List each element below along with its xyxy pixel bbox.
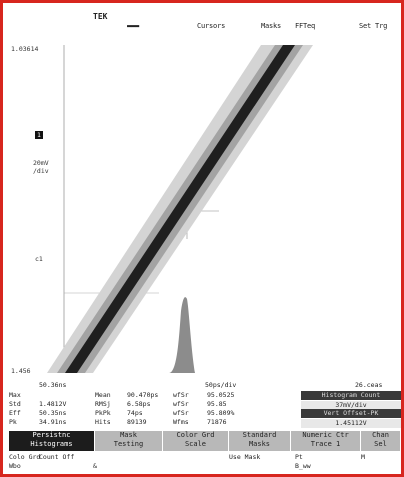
status-color-grade[interactable]: Colo Grd [9,453,41,461]
readout-cell: Std [9,400,21,408]
softkey-line2: Trace 1 [310,440,341,448]
status-use-mask[interactable]: Use Mask [229,453,261,461]
readout-cell: 50.35ns [39,409,67,417]
waveform-canvas [47,45,313,373]
status-bottom-right: B_ww [295,462,311,470]
softkey-line2: Scale [184,440,207,448]
readout-cell: Mean [95,391,111,399]
readout-cell: 89139 [127,418,147,426]
softkey-numeric-trace[interactable]: Numeric Ctr Trace 1 [291,431,361,451]
readout-cell: 95.809% [207,409,235,417]
volts-per-div-value[interactable]: 37mV/div [301,400,401,410]
reference-bottom-label: 1.456 [11,367,31,375]
trace-core [65,45,295,373]
waveform-display[interactable]: 1.03614 1 20mV /div c1 1.456 [9,39,401,377]
menu-item-set-trg[interactable]: Set Trg [359,22,388,30]
softkey-line2: Sel [374,440,387,448]
status-count-off[interactable]: Count Off [39,453,75,461]
brand-logo: TEK [93,12,108,21]
readout-cell: wfSr [173,391,189,399]
measurement-readout: 50.36ns 50ps/div 26.ceas Max Mean 90.470… [9,381,401,431]
vertical-offset-value[interactable]: 1.45112V [301,418,401,428]
readout-cell: 95.0525 [207,391,235,399]
channel-marker-2[interactable]: c1 [35,255,43,263]
softkey-line2: Masks [248,440,271,448]
readout-cell: 34.91ns [39,418,67,426]
status-bottom-amp: & [93,462,97,470]
softkey-line2: Histograms [30,440,73,448]
softkey-channel-select[interactable]: Chan Sel [361,431,401,451]
readout-cell: 90.470ps [127,391,159,399]
vertical-scale-unit: /div [33,167,49,175]
vertical-offset-label: Vert Offset-PK [301,409,401,418]
readout-cell: PkPk [95,409,111,417]
readout-cell: wfSr [173,400,189,408]
softkey-persistence-histograms[interactable]: Persistnc Histograms [9,431,95,451]
readout-cell: 95.85 [207,400,227,408]
readout-cell: Pk [9,418,17,426]
readout-cell: wfSr [173,409,189,417]
reference-top-label: 1.03614 [11,45,39,53]
softkey-color-grade-scale[interactable]: Color Grd Scale [163,431,229,451]
time-div-label: 50ps/div [205,381,237,389]
readout-cell: 6.58ps [127,400,151,408]
status-pt[interactable]: Pt [295,453,303,461]
readout-cell: Wfms [173,418,189,426]
vertical-scale-label: 20mV [33,159,49,167]
softkey-line1: Numeric Ctr [302,431,349,439]
status-bar: Colo Grd Count Off Use Mask Pt M Wbo & B… [9,453,401,473]
menu-item-display-icon[interactable]: ▬▬▬ [127,22,140,30]
softkey-line1: Color Grd [176,431,215,439]
softkey-line1: Mask [120,431,137,439]
histogram-count-label: Histogram Count [301,391,401,400]
readout-cell: 71876 [207,418,227,426]
softkey-line1: Persistnc [32,431,71,439]
readout-cell: 1.4812V [39,400,67,408]
softkey-line1: Chan [372,431,389,439]
time-scale-row: 50.36ns 50ps/div 26.ceas [9,381,401,390]
readout-cell: Max [9,391,21,399]
status-bottom-left: Wbo [9,462,21,470]
softkey-line1: Standard [242,431,277,439]
softkey-standard-masks[interactable]: Standard Masks [229,431,291,451]
time-right-label: 26.ceas [355,381,383,389]
status-m[interactable]: M [361,453,365,461]
readout-cell: Hits [95,418,111,426]
softkey-mask-testing[interactable]: Mask Testing [95,431,163,451]
softkey-line2: Testing [113,440,144,448]
top-menu-bar: TEK ▬▬▬ Cursors Masks FFTeq Set Trg [9,9,395,33]
softkey-bar: Persistnc Histograms Mask Testing Color … [9,431,401,451]
histogram-peak [169,297,195,373]
channel-marker[interactable]: 1 [35,131,43,139]
time-left-label: 50.36ns [39,381,67,389]
menu-item-ffteq[interactable]: FFTeq [295,22,316,30]
menu-item-masks[interactable]: Masks [261,22,282,30]
readout-cell: 74ps [127,409,143,417]
readout-cell: Eff [9,409,21,417]
menu-item-cursors[interactable]: Cursors [197,22,226,30]
readout-cell: RMSj [95,400,111,408]
